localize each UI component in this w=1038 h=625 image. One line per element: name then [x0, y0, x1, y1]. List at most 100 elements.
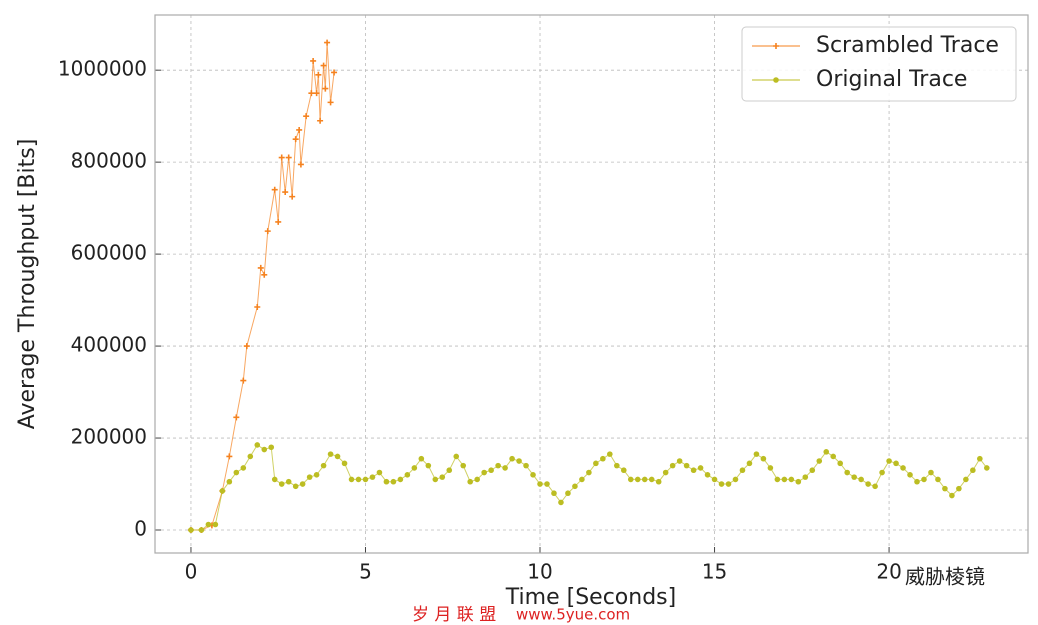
series-line: [190, 444, 988, 531]
point: [348, 476, 355, 483]
point: [963, 476, 969, 483]
point: [285, 478, 292, 485]
point: [481, 469, 487, 476]
point: [634, 476, 641, 483]
point: [243, 343, 250, 350]
point: [219, 488, 226, 494]
point: [921, 476, 927, 483]
point: [313, 90, 320, 97]
legend-marker: [773, 77, 779, 83]
point: [711, 476, 718, 483]
point: [432, 476, 439, 483]
point: [977, 455, 983, 462]
point: [600, 455, 606, 462]
point: [233, 469, 240, 476]
point: [907, 472, 913, 478]
point: [240, 377, 247, 384]
point: [886, 458, 892, 464]
y-tick-label: 800000: [71, 149, 147, 173]
point: [669, 462, 676, 469]
point: [383, 478, 390, 485]
point: [188, 527, 194, 533]
point: [732, 476, 739, 483]
point: [289, 193, 296, 200]
point: [537, 481, 543, 487]
point: [858, 476, 864, 483]
point: [900, 465, 906, 471]
point: [320, 462, 327, 469]
point: [205, 521, 212, 528]
point: [369, 474, 376, 480]
point: [495, 462, 501, 469]
x-tick-label: 10: [527, 560, 552, 584]
point: [697, 465, 704, 471]
point: [439, 474, 446, 480]
point: [278, 154, 285, 161]
x-axis-label: Time [Seconds]: [505, 585, 676, 610]
point: [278, 481, 285, 487]
point: [446, 467, 453, 474]
point: [565, 490, 571, 497]
point: [320, 62, 327, 69]
legend-marker: [773, 43, 779, 49]
point: [627, 476, 634, 483]
point: [474, 476, 480, 483]
point: [313, 472, 320, 478]
watermark: www.5yue.com: [516, 606, 630, 624]
point: [306, 474, 313, 480]
point: [315, 71, 322, 78]
point: [844, 469, 850, 476]
y-axis-label: Average Throughput [Bits]: [15, 139, 40, 430]
point: [355, 476, 362, 483]
point: [795, 478, 802, 485]
point: [544, 481, 550, 487]
point: [572, 483, 578, 490]
point: [275, 218, 282, 225]
point: [397, 476, 404, 483]
point: [586, 469, 592, 476]
y-tick-label: 600000: [71, 241, 147, 265]
point: [264, 228, 271, 235]
point: [935, 476, 941, 483]
point: [942, 485, 948, 492]
point: [893, 460, 899, 467]
point: [767, 465, 774, 471]
point: [327, 451, 334, 457]
point: [928, 469, 934, 476]
point: [614, 462, 620, 469]
point: [460, 462, 467, 469]
point: [299, 481, 306, 487]
point: [502, 465, 508, 471]
point: [226, 478, 233, 485]
point: [317, 117, 324, 124]
point: [303, 113, 310, 120]
point: [774, 476, 781, 483]
point: [390, 478, 397, 485]
point: [704, 472, 711, 478]
point: [579, 476, 585, 483]
point: [949, 492, 955, 499]
point: [809, 467, 816, 474]
point: [411, 465, 418, 471]
point: [523, 462, 529, 469]
point: [282, 189, 289, 196]
point: [802, 474, 809, 480]
point: [226, 453, 233, 460]
point: [376, 469, 383, 476]
point: [641, 476, 648, 483]
point: [690, 467, 697, 474]
y-tick-label: 0: [134, 517, 147, 541]
point: [760, 455, 767, 462]
point: [247, 453, 254, 460]
y-tick-label: 1000000: [58, 57, 147, 81]
point: [254, 442, 261, 448]
point: [516, 458, 522, 464]
point: [292, 483, 299, 490]
legend-label: Scrambled Trace: [816, 33, 999, 58]
watermark: 岁 月 联 盟: [412, 605, 496, 625]
point: [341, 460, 348, 467]
point: [837, 460, 844, 467]
point: [676, 458, 683, 464]
point: [683, 462, 690, 469]
